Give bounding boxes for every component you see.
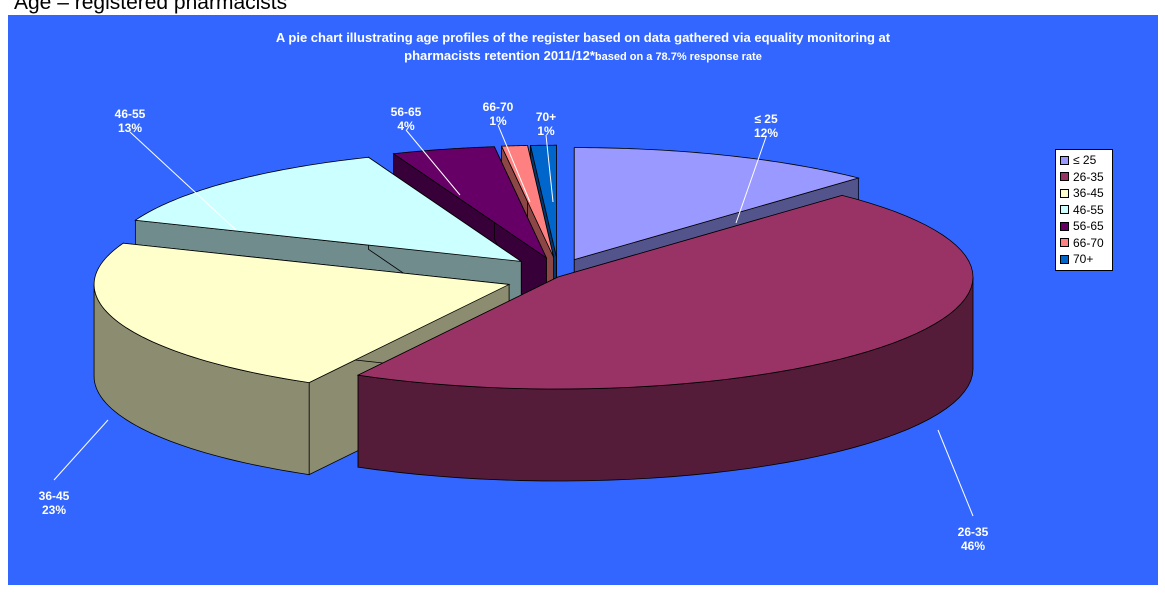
pie-slice-top — [392, 146, 548, 259]
slice-label-category: 56-65 — [391, 105, 422, 119]
leader-line — [735, 136, 767, 224]
slice-label-category: ≤ 25 — [754, 112, 778, 126]
slice-label-value: 46% — [961, 539, 985, 553]
slice-label-value: 1% — [489, 114, 507, 128]
legend-label: 56-65 — [1073, 219, 1104, 234]
slice-label-category: 66-70 — [483, 100, 514, 114]
leader-line — [405, 129, 461, 196]
legend-label: 26-35 — [1073, 169, 1104, 184]
pie-slice-top — [134, 156, 522, 262]
legend-swatch — [1060, 221, 1069, 231]
slice-label-category: 70+ — [536, 110, 556, 124]
chart-area: A pie chart illustrating age profiles of… — [8, 15, 1158, 585]
legend-label: 70+ — [1073, 252, 1094, 267]
slice-label-category: 26-35 — [958, 525, 989, 539]
pie-slice-2 — [356, 194, 974, 482]
legend-item: 36-45 — [1060, 185, 1112, 202]
legend-label: 36-45 — [1073, 186, 1104, 201]
legend-swatch — [1060, 205, 1069, 215]
legend-label: ≤ 25 — [1073, 153, 1097, 168]
slice-label-value: 1% — [537, 124, 555, 138]
legend-swatch — [1060, 155, 1069, 165]
legend-swatch — [1060, 172, 1069, 182]
legend-swatch — [1060, 254, 1069, 264]
slice-label-value: 12% — [754, 126, 778, 140]
legend-label: 66-70 — [1073, 235, 1104, 250]
slice-label-category: 36-45 — [39, 489, 70, 503]
leader-line — [129, 131, 237, 231]
legend-swatch — [1060, 188, 1069, 198]
pie-slice-top — [500, 145, 554, 258]
chart-title-line2-text: pharmacists retention 2011/12* — [404, 48, 595, 63]
legend-item: 56-65 — [1060, 218, 1112, 235]
slice-label-category: 46-55 — [115, 107, 146, 121]
leader-line — [53, 419, 109, 481]
legend-swatch — [1060, 238, 1069, 248]
chart-title-line2: pharmacists retention 2011/12*based on a… — [8, 47, 1158, 66]
leader-line — [545, 134, 554, 203]
chart-legend: ≤ 25 26-35 36-45 46-55 56-65 66-70 70+ — [1055, 149, 1113, 271]
legend-label: 46-55 — [1073, 202, 1104, 217]
pie-slice-top — [573, 147, 860, 261]
legend-item: 26-35 — [1060, 169, 1112, 186]
slice-label-value: 4% — [397, 119, 415, 133]
chart-title-line1: A pie chart illustrating age profiles of… — [275, 30, 891, 45]
slice-label-value: 13% — [118, 121, 142, 135]
legend-item: 46-55 — [1060, 202, 1112, 219]
legend-item: ≤ 25 — [1060, 152, 1112, 169]
slice-label-value: 23% — [42, 503, 66, 517]
chart-title-note: based on a 78.7% response rate — [594, 51, 762, 63]
legend-item: 66-70 — [1060, 235, 1112, 252]
legend-item: 70+ — [1060, 251, 1112, 268]
pie-slice-top — [93, 242, 511, 384]
chart-title: A pie chart illustrating age profiles of… — [8, 29, 1158, 66]
pie-slice-top — [356, 194, 974, 390]
pie-slices — [93, 144, 974, 482]
leader-line — [937, 429, 974, 517]
page-heading: Age – registered pharmacists — [14, 0, 288, 14]
leader-line — [497, 124, 531, 203]
